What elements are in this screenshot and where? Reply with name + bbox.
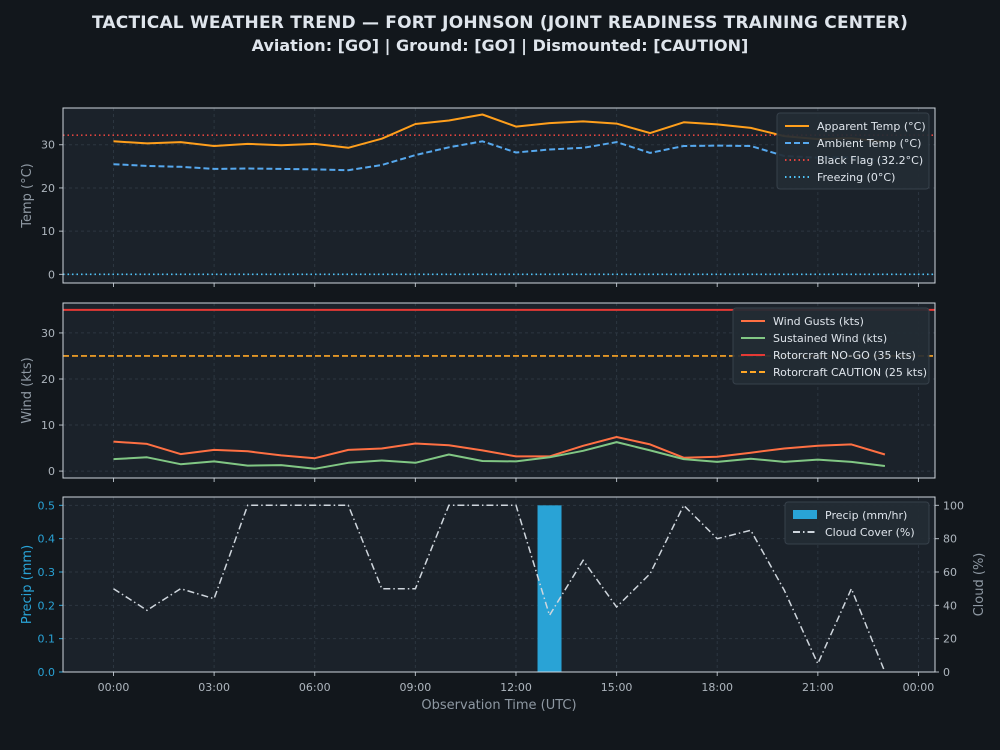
plot-frame: [62, 302, 936, 479]
y-tick-label: 0.3: [38, 566, 56, 579]
panel-2: 0 10 20 30 Wind (kts) Wind Gusts (kts) Sustain…: [20, 302, 936, 482]
cloud-cover-line: [113, 504, 886, 672]
x-tick-label: 03:00: [198, 681, 230, 694]
y-right-tick-label: 0: [943, 666, 950, 679]
y-axis-label: Wind (kts): [20, 357, 35, 423]
y-right-tick-label: 20: [943, 633, 957, 646]
y-axis-label: Temp (°C): [20, 163, 35, 229]
panel-1: 0 10 20 30 Temp (°C) Apparent Temp (°C) Ambien…: [20, 107, 936, 287]
chart-title: TACTICAL WEATHER TREND — FORT JOHNSON (J…: [91, 13, 909, 33]
y-tick-label: 0.1: [38, 633, 56, 646]
y-tick-label: 10: [41, 225, 55, 238]
y-tick-label: 30: [41, 139, 55, 152]
panel-3: 0.0 0.1 0.2 0.3 0.4 0.5 Precip (mm) 0 20 40 60 80 10…: [20, 496, 987, 713]
legend: Apparent Temp (°C) Ambient Temp (°C) Black…: [776, 112, 930, 190]
y-axis-label: Precip (mm): [20, 545, 35, 624]
y-tick-label: 0.0: [38, 666, 56, 679]
x-tick-label: 21:00: [802, 681, 834, 694]
series-line-2: [113, 441, 886, 470]
plot-frame: [62, 107, 936, 284]
legend-box: [784, 501, 930, 545]
legend-label: Freezing (0°C): [817, 171, 895, 184]
legend-label: Apparent Temp (°C): [817, 120, 926, 133]
x-tick-label: 15:00: [601, 681, 633, 694]
legend-label: Precip (mm/hr): [825, 509, 907, 522]
y-right-tick-label: 100: [943, 499, 964, 512]
y-tick-label: 20: [41, 373, 55, 386]
legend-label: Black Flag (32.2°C): [817, 154, 923, 167]
legend-box: [732, 307, 930, 385]
y-right-tick-label: 60: [943, 566, 957, 579]
legend-label: Rotorcraft NO-GO (35 kts): [773, 349, 916, 362]
y-tick-label: 0.5: [38, 499, 56, 512]
y-tick-label: 0: [48, 465, 55, 478]
plot-frame: [62, 496, 936, 673]
y-right-tick-label: 40: [943, 599, 957, 612]
y-tick-label: 0: [48, 268, 55, 281]
legend-label: Wind Gusts (kts): [773, 315, 864, 328]
series-line-2: [113, 140, 886, 172]
series-line-1: [113, 436, 886, 460]
chart-titles: TACTICAL WEATHER TREND — FORT JOHNSON (J…: [0, 12, 1000, 57]
plot-content: [113, 504, 886, 672]
y-right-axis-label: Cloud (%): [972, 553, 987, 617]
x-tick-label: 00:00: [903, 681, 935, 694]
x-tick-label: 18:00: [701, 681, 733, 694]
y-right-tick-label: 80: [943, 533, 957, 546]
series-line-1: [113, 113, 886, 149]
legend-swatch: [793, 510, 817, 519]
legend-box: [776, 112, 930, 190]
x-tick-label: 06:00: [299, 681, 331, 694]
legend-label: Cloud Cover (%): [825, 526, 915, 539]
legend-label: Ambient Temp (°C): [817, 137, 921, 150]
x-tick-label: 09:00: [400, 681, 432, 694]
x-tick-label: 00:00: [98, 681, 130, 694]
x-tick-label: 12:00: [500, 681, 532, 694]
y-tick-label: 20: [41, 182, 55, 195]
plot-content: [63, 113, 935, 276]
legend: Wind Gusts (kts) Sustained Wind (kts) Roto…: [732, 307, 930, 385]
x-axis-label: Observation Time (UTC): [421, 698, 576, 713]
legend-label: Rotorcraft CAUTION (25 kts): [773, 366, 927, 379]
legend: Precip (mm/hr) Cloud Cover (%): [784, 501, 930, 545]
y-tick-label: 0.2: [38, 599, 56, 612]
legend-label: Sustained Wind (kts): [773, 332, 887, 345]
readiness-status: Aviation: [GO] | Ground: [GO] | Dismount…: [251, 36, 749, 55]
y-tick-label: 30: [41, 327, 55, 340]
y-tick-label: 10: [41, 419, 55, 432]
y-tick-label: 0.4: [38, 533, 56, 546]
